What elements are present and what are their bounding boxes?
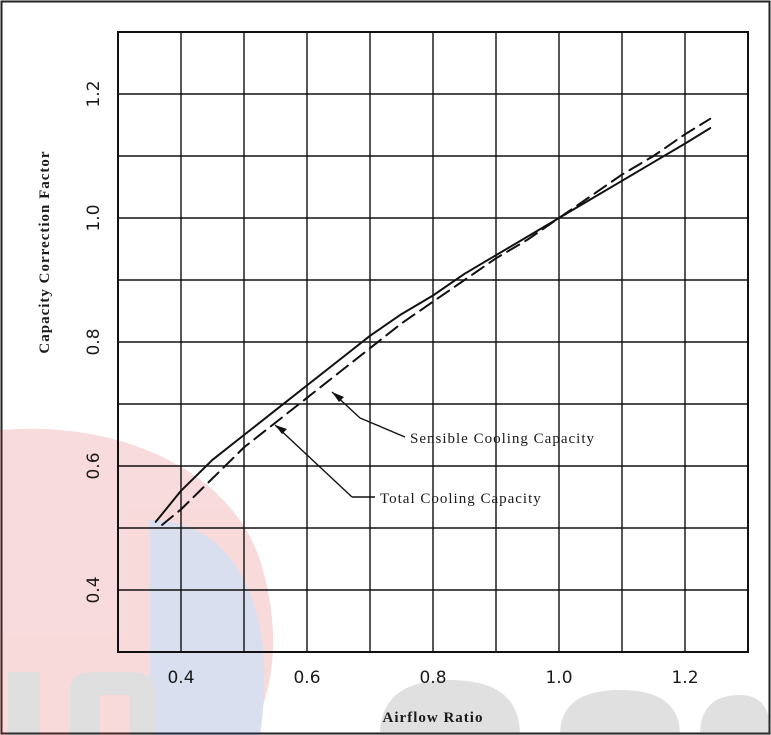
series-line-sensible-cooling-capacity — [161, 117, 712, 526]
y-tick-label: 0.4 — [84, 576, 104, 603]
y-tick-label: 0.6 — [84, 452, 104, 479]
y-tick-labels: 0.4 0.6 0.8 1.0 1.2 — [84, 80, 104, 603]
y-axis-title: Capacity Correction Factor — [37, 150, 53, 353]
x-tick-labels: 0.4 0.6 0.8 1.0 1.2 — [167, 668, 698, 688]
sensible-label: Sensible Cooling Capacity — [410, 431, 595, 447]
total-arrow-head — [275, 425, 287, 434]
series-lines — [154, 117, 712, 526]
sensible-arrow-head — [332, 392, 344, 402]
y-tick-label: 1.0 — [84, 204, 104, 231]
total-label: Total Cooling Capacity — [380, 491, 542, 507]
sensible-leader-line — [359, 417, 406, 438]
y-tick-label: 0.8 — [84, 328, 104, 355]
grid-lines — [118, 32, 748, 652]
x-axis-title: Airflow Ratio — [383, 710, 484, 726]
x-tick-label: 0.6 — [293, 668, 320, 688]
watermark — [0, 428, 771, 735]
x-tick-label: 1.0 — [545, 668, 572, 688]
series-line-total-cooling-capacity — [154, 127, 712, 523]
x-tick-label: 0.8 — [419, 668, 446, 688]
x-tick-label: 1.2 — [671, 668, 698, 688]
y-tick-label: 1.2 — [84, 80, 104, 107]
annotations: Sensible Cooling Capacity Total Cooling … — [274, 391, 595, 507]
x-tick-label: 0.4 — [167, 668, 194, 688]
total-leader-line-2 — [274, 424, 353, 498]
